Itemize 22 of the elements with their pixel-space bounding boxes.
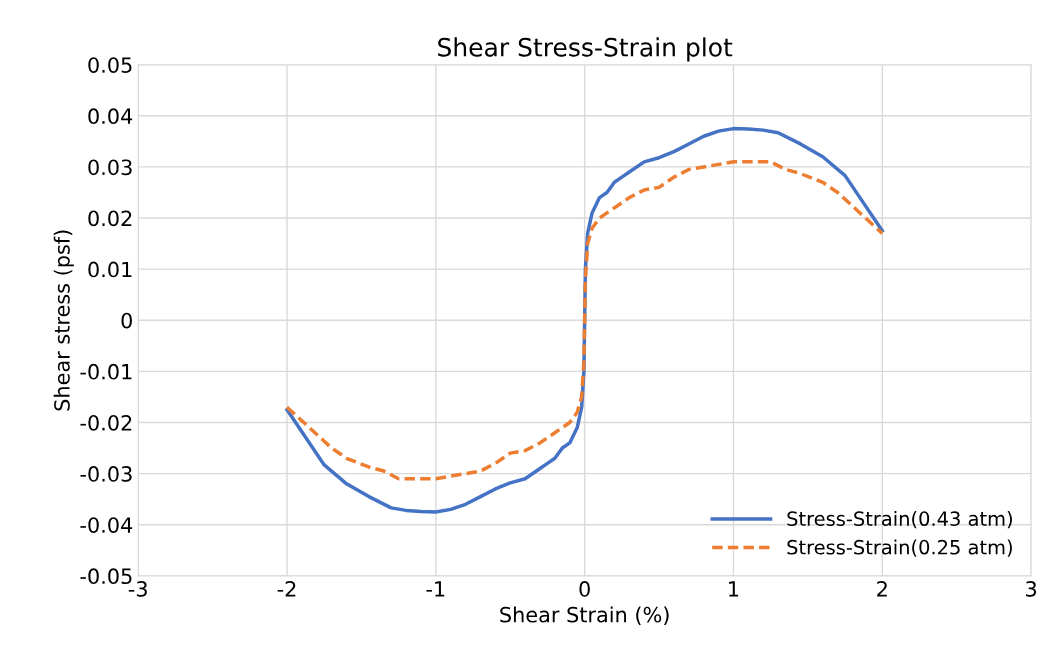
x-tick-label: 2 — [877, 581, 887, 597]
y-tick-label: 0.03 — [88, 159, 132, 176]
legend-label: Stress-Strain(0.43 atm) — [787, 510, 1012, 529]
y-tick-label: 0 — [121, 312, 132, 329]
x-tick-label: -1 — [426, 581, 445, 597]
x-tick-label: 1 — [729, 581, 739, 597]
y-tick-label: -0.01 — [80, 363, 132, 380]
x-tick-label: 3 — [1026, 581, 1037, 597]
x-axis-title: Shear Strain (%) — [500, 606, 669, 625]
y-tick-label: -0.02 — [80, 414, 132, 431]
line-series — [285, 160, 885, 481]
y-tick-label: -0.03 — [80, 466, 132, 482]
y-tick-label: -0.04 — [80, 517, 133, 533]
y-axis-title: Shear stress (psf) — [53, 230, 74, 411]
legend-label: Stress-Strain(0.25 atm) — [787, 539, 1012, 557]
x-tick-label: -2 — [277, 581, 296, 597]
y-tick-label: 0.01 — [88, 261, 132, 278]
y-tick-label: 0.05 — [88, 57, 132, 73]
chart-title: Shear Stress-Strain plot — [438, 37, 733, 62]
y-tick-label: 0.04 — [88, 108, 133, 125]
y-tick-label: 0.02 — [88, 210, 132, 227]
x-tick-label: 0 — [579, 581, 590, 597]
